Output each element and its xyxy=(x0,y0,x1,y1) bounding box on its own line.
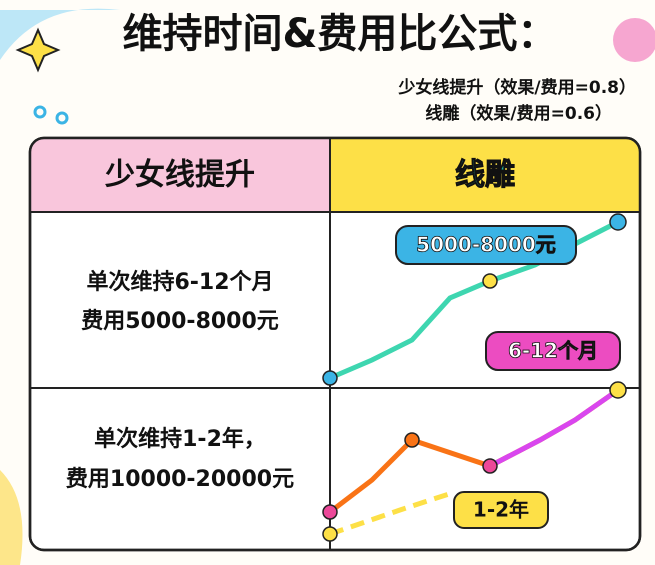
dot xyxy=(322,370,338,386)
dot xyxy=(322,526,338,542)
dot xyxy=(404,432,420,448)
decoration xyxy=(55,111,69,125)
sparkle xyxy=(15,27,61,73)
note: 少女线提升（效果/费用=0.8） xyxy=(397,77,636,98)
cell-text: 单次维持1-2年， xyxy=(94,426,266,452)
dot xyxy=(322,504,338,520)
dot xyxy=(609,381,627,399)
tag-text: 5000-8000元 xyxy=(416,233,556,257)
decoration xyxy=(0,8,120,60)
tag xyxy=(453,491,549,529)
trend-line xyxy=(329,489,456,537)
tag-text: 1-2年 xyxy=(473,498,529,522)
dot xyxy=(482,273,498,289)
note: 线雕（效果/费用=0.6） xyxy=(425,103,612,124)
header-cell xyxy=(330,138,640,212)
decoration xyxy=(0,470,23,565)
trend-line xyxy=(488,387,620,469)
decoration xyxy=(33,105,47,119)
tag xyxy=(395,225,577,265)
cell-text: 费用10000-20000元 xyxy=(66,467,294,492)
dot xyxy=(482,458,498,474)
table-border xyxy=(28,136,642,552)
dot xyxy=(609,213,627,231)
tag-text: 6-12个月 xyxy=(508,339,598,363)
cell-text: 单次维持6-12个月 xyxy=(86,269,273,295)
header-cell xyxy=(30,138,330,212)
column-header: 少女线提升 xyxy=(105,158,255,193)
column-header: 线雕 xyxy=(455,158,515,193)
cell-text: 费用5000-8000元 xyxy=(81,309,279,334)
title: 维持时间&费用比公式： xyxy=(123,11,558,57)
tag xyxy=(485,331,621,371)
decoration xyxy=(613,18,655,62)
